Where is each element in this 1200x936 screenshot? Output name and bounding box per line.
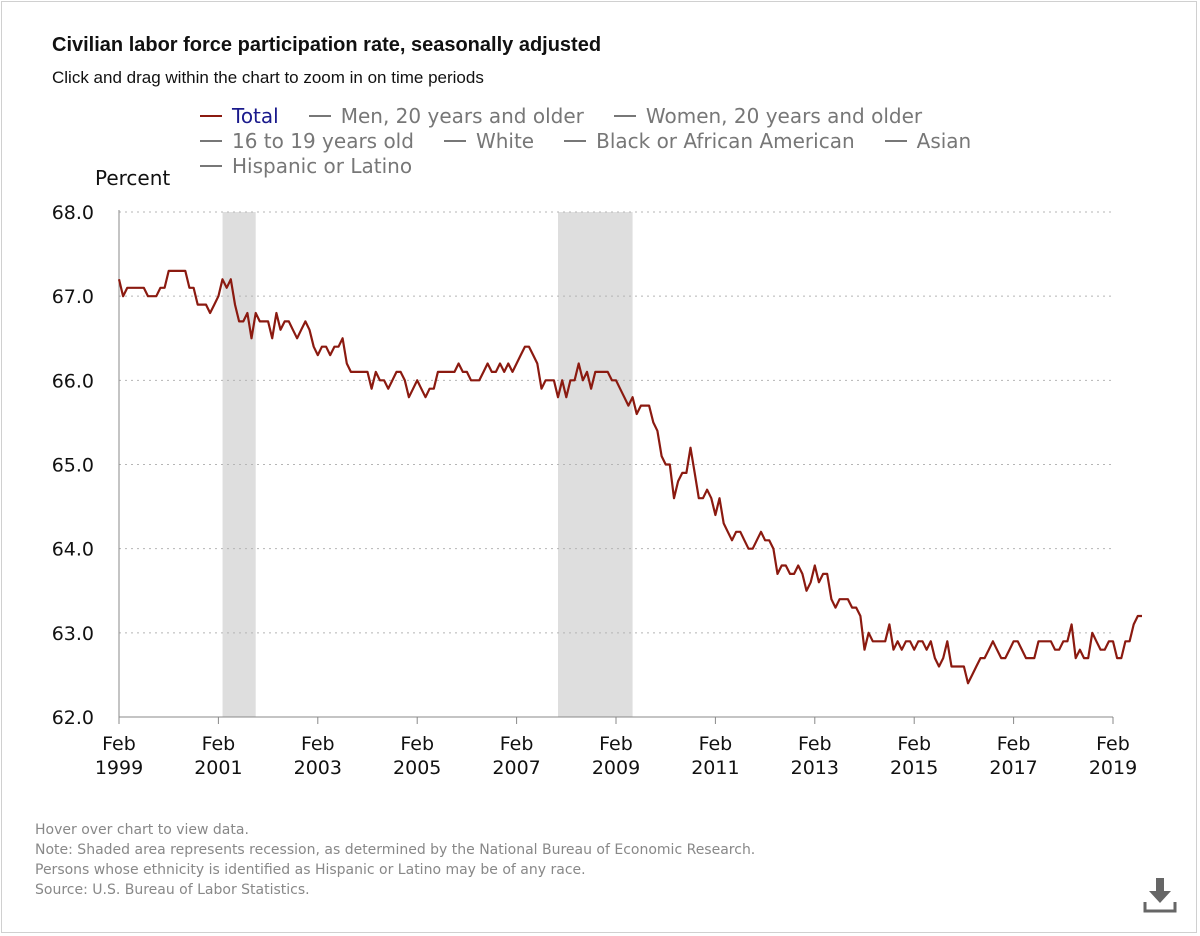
y-tick-label: 67.0	[52, 286, 94, 308]
legend-swatch	[200, 139, 222, 142]
y-tick-label: 64.0	[52, 539, 94, 561]
legend-item[interactable]: 16 to 19 years old	[200, 129, 414, 153]
footer-note: Source: U.S. Bureau of Labor Statistics.	[35, 882, 310, 898]
legend-item[interactable]: Black or African American	[564, 129, 855, 153]
x-tick-month: Feb	[500, 733, 534, 755]
legend-label: Men, 20 years and older	[340, 104, 584, 128]
legend-item[interactable]: Asian	[884, 129, 972, 153]
legend-label: White	[475, 129, 535, 153]
footer-note: Note: Shaded area represents recession, …	[35, 842, 756, 858]
x-tick-month: Feb	[897, 733, 931, 755]
chart-footer: Hover over chart to view data. Note: Shad…	[35, 820, 755, 900]
chart-title: Civilian labor force participation rate,…	[52, 34, 602, 56]
x-tick-month: Feb	[301, 733, 335, 755]
footer-note: Hover over chart to view data.	[35, 822, 249, 838]
legend-swatch	[613, 114, 636, 117]
y-tick-label: 66.0	[52, 370, 94, 392]
legend-label: 16 to 19 years old	[232, 129, 414, 153]
y-tick-label: 68.0	[52, 202, 94, 224]
legend-swatch	[443, 139, 466, 142]
x-tick-month: Feb	[997, 733, 1031, 755]
x-tick-year: 2013	[791, 757, 839, 779]
legend-label: Asian	[916, 129, 972, 153]
x-tick-year: 2017	[989, 757, 1037, 779]
x-tick-year: 2011	[691, 757, 739, 779]
x-tick-year: 2003	[294, 757, 342, 779]
y-axis-label: Percent	[95, 166, 170, 190]
x-tick-month: Feb	[599, 733, 633, 755]
legend-label: Hispanic or Latino	[232, 154, 413, 178]
x-tick-year: 2019	[1089, 757, 1137, 779]
legend-label: Women, 20 years and older	[645, 104, 923, 128]
x-tick-year: 2007	[492, 757, 540, 779]
y-tick-label: 65.0	[52, 455, 94, 477]
chart-subtitle: Click and drag within the chart to zoom …	[52, 68, 484, 87]
x-tick-month: Feb	[798, 733, 832, 755]
legend-item[interactable]: Women, 20 years and older	[613, 104, 923, 128]
legend-item[interactable]: White	[443, 129, 535, 153]
legend-swatch	[564, 139, 587, 142]
legend-label: Black or African American	[596, 129, 855, 153]
legend-label: Total	[232, 104, 279, 128]
legend-row: Hispanic or Latino	[200, 154, 1100, 179]
x-tick-year: 2001	[194, 757, 242, 779]
legend-item[interactable]: Men, 20 years and older	[308, 104, 584, 128]
x-tick-year: 2015	[890, 757, 938, 779]
x-tick-month: Feb	[102, 733, 136, 755]
y-tick-label: 62.0	[52, 707, 94, 729]
x-tick-year: 1999	[95, 757, 143, 779]
legend-row: 16 to 19 years old White Black or African …	[200, 129, 1100, 154]
legend-item[interactable]: Hispanic or Latino	[200, 154, 412, 178]
legend-swatch	[200, 164, 222, 167]
legend: Total Men, 20 years and older Women, 20 ye…	[200, 104, 1100, 179]
download-button[interactable]	[1142, 876, 1178, 914]
footer-note: Persons whose ethnicity is identified as…	[35, 862, 586, 878]
x-tick-month: Feb	[1096, 733, 1130, 755]
legend-swatch	[200, 114, 222, 117]
y-tick-label: 63.0	[52, 623, 94, 645]
legend-swatch	[884, 139, 907, 142]
legend-swatch	[308, 114, 331, 117]
line-chart[interactable]: 62.063.064.065.066.067.068.0PercentFeb19…	[0, 0, 1200, 800]
legend-row: Total Men, 20 years and older Women, 20 ye…	[200, 104, 1100, 129]
legend-item[interactable]: Total	[200, 104, 279, 128]
x-tick-month: Feb	[202, 733, 236, 755]
x-tick-year: 2005	[393, 757, 441, 779]
x-tick-year: 2009	[592, 757, 640, 779]
x-tick-month: Feb	[699, 733, 733, 755]
x-tick-month: Feb	[400, 733, 434, 755]
download-icon	[1143, 878, 1177, 913]
series-line-total	[117, 269, 1142, 685]
